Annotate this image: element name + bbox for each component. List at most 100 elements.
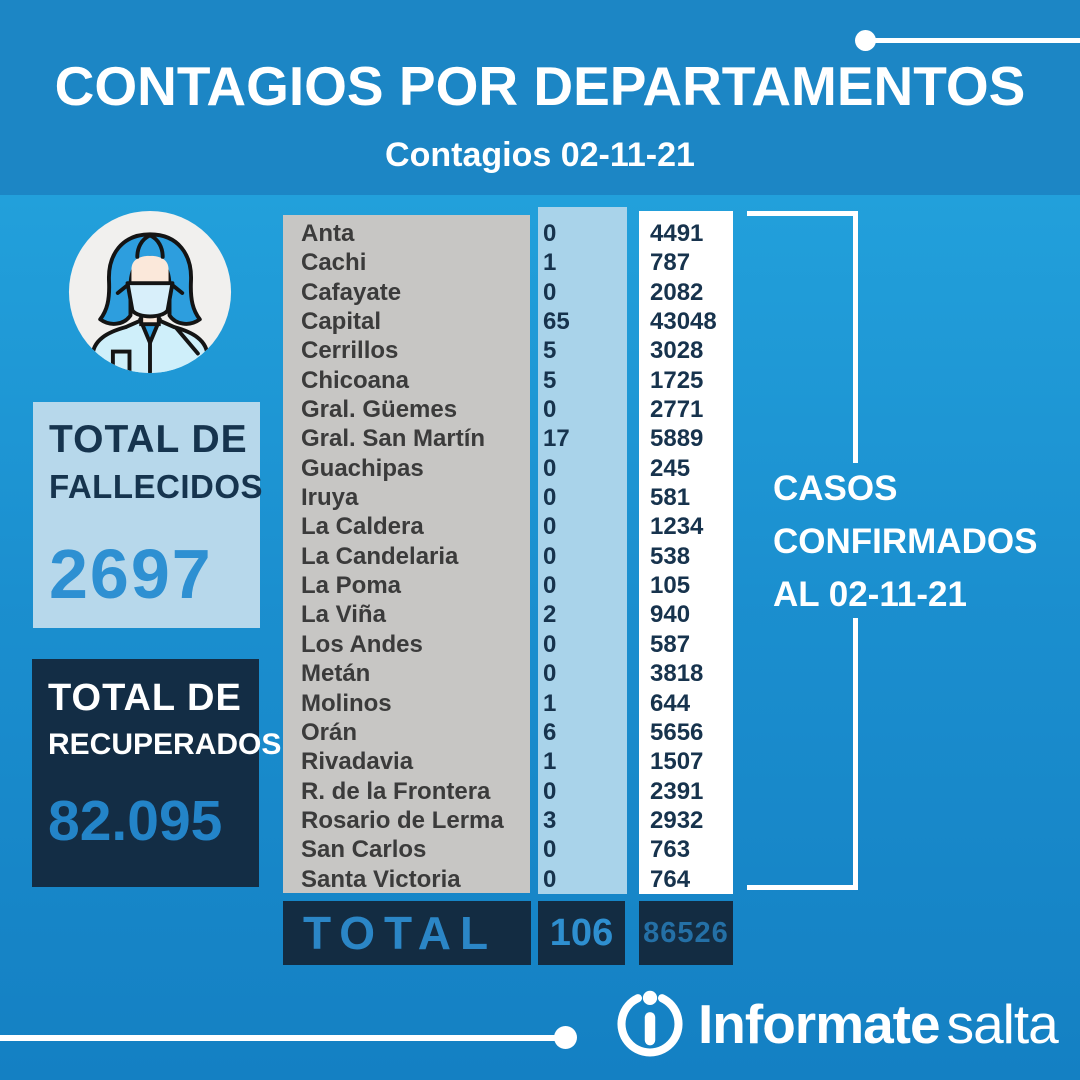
page-title: CONTAGIOS POR DEPARTAMENTOS: [54, 55, 1026, 117]
row-department: Cerrillos: [301, 337, 399, 365]
department-column: Anta Cachi Cafayate Capital Cerrillos Chicoan…: [283, 215, 530, 893]
logo-text-salta: salta: [946, 993, 1059, 1055]
recuperados-value: 82.095: [48, 789, 223, 853]
annotation-line: CASOS: [773, 469, 898, 508]
informatesalta-logo: Informate salta: [612, 984, 1059, 1064]
row-daily-count: 5: [543, 366, 557, 394]
row-confirmed-count: 940: [650, 601, 691, 629]
confirmed-cases-column: 4491 787 2082 43048 3028 1725 2771 5889 245 581 12…: [639, 211, 733, 894]
recuperados-box: TOTAL DE RECUPERADOS 82.095: [32, 659, 282, 887]
total-daily-box: 106: [538, 901, 625, 965]
row-department: Cachi: [301, 249, 367, 277]
daily-cases-column: 0 1 0 65 5 5 0 17 0 0 0 0 0 2 0 0 1 6 1 0 3 0 0: [538, 207, 627, 894]
row-daily-count: 17: [543, 425, 570, 453]
row-department: Rivadavia: [301, 748, 414, 776]
row-daily-count: 65: [543, 308, 570, 336]
row-department: Capital: [301, 308, 382, 336]
row-daily-count: 0: [543, 542, 557, 570]
row-confirmed-count: 5889: [650, 425, 704, 453]
info-circle-icon: [617, 990, 683, 1057]
row-daily-count: 3: [543, 806, 557, 834]
row-department: Iruya: [301, 484, 359, 512]
row-daily-count: 5: [543, 337, 557, 365]
row-confirmed-count: 1234: [650, 513, 704, 541]
row-daily-count: 0: [543, 396, 557, 424]
bracket-bottom-line: [747, 885, 857, 890]
row-daily-count: 0: [543, 572, 557, 600]
row-confirmed-count: 2771: [650, 396, 704, 424]
header-band: CONTAGIOS POR DEPARTAMENTOS Contagios 02…: [0, 0, 1080, 195]
row-confirmed-count: 763: [650, 836, 691, 864]
top-right-dot: [855, 30, 876, 51]
annotation-line: CONFIRMADOS: [773, 522, 1038, 561]
row-daily-count: 0: [543, 777, 557, 805]
row-confirmed-count: 3028: [650, 337, 704, 365]
row-confirmed-count: 5656: [650, 718, 704, 746]
row-department: Santa Victoria: [301, 865, 461, 893]
bracket-vertical-lower: [853, 618, 858, 890]
row-confirmed-count: 644: [650, 689, 691, 717]
row-department: Gral. Güemes: [301, 396, 458, 424]
row-daily-count: 0: [543, 660, 557, 688]
row-daily-count: 0: [543, 630, 557, 658]
top-right-line: [866, 38, 1080, 43]
row-confirmed-count: 43048: [650, 308, 717, 336]
total-confirmed-value: 86526: [643, 916, 729, 949]
row-daily-count: 0: [543, 454, 557, 482]
row-department: La Caldera: [301, 513, 424, 541]
row-confirmed-count: 4491: [650, 220, 704, 247]
row-confirmed-count: 581: [650, 484, 691, 512]
row-daily-count: 0: [543, 865, 557, 893]
row-daily-count: 2: [543, 601, 557, 629]
row-daily-count: 0: [543, 278, 557, 306]
fallecidos-label-line1: TOTAL DE: [49, 418, 248, 461]
page-subtitle: Contagios 02-11-21: [385, 136, 695, 174]
row-confirmed-count: 587: [650, 630, 691, 658]
total-label-box: TOTAL: [283, 901, 531, 965]
row-confirmed-count: 1507: [650, 748, 704, 776]
annotation-line: AL 02-11-21: [773, 575, 967, 614]
row-department: San Carlos: [301, 836, 427, 864]
row-daily-count: 1: [543, 748, 557, 776]
nurse-avatar-icon: [67, 209, 233, 375]
row-department: Orán: [301, 718, 358, 746]
total-confirmed-box: 86526: [639, 901, 733, 965]
row-department: Chicoana: [301, 366, 410, 394]
row-daily-count: 0: [543, 836, 557, 864]
total-label: TOTAL: [303, 907, 498, 959]
total-daily-value: 106: [549, 911, 614, 954]
row-confirmed-count: 2932: [650, 806, 704, 834]
bottom-left-line: [0, 1035, 562, 1041]
row-daily-count: 6: [543, 718, 557, 746]
row-confirmed-count: 787: [650, 249, 691, 277]
row-confirmed-count: 2082: [650, 278, 704, 306]
row-confirmed-count: 105: [650, 572, 691, 600]
recuperados-label-line1: TOTAL DE: [48, 677, 242, 719]
fallecidos-label-line2: FALLECIDOS: [49, 468, 264, 505]
fallecidos-box: TOTAL DE FALLECIDOS 2697: [33, 402, 264, 628]
row-daily-count: 0: [543, 220, 557, 247]
row-department: Los Andes: [301, 630, 423, 658]
row-department: La Viña: [301, 601, 386, 629]
row-department: La Poma: [301, 572, 402, 600]
fallecidos-value: 2697: [49, 535, 213, 613]
recuperados-label-line2: RECUPERADOS: [48, 728, 282, 761]
row-department: Rosario de Lerma: [301, 806, 504, 834]
row-department: R. de la Frontera: [301, 777, 491, 805]
row-department: Gral. San Martín: [301, 425, 486, 453]
row-confirmed-count: 245: [650, 454, 691, 482]
row-daily-count: 0: [543, 484, 557, 512]
row-department: Cafayate: [301, 278, 402, 306]
row-daily-count: 1: [543, 689, 557, 717]
bottom-left-dot: [554, 1026, 577, 1049]
row-department: La Candelaria: [301, 542, 459, 570]
row-daily-count: 0: [543, 513, 557, 541]
logo-text-informate: Informate: [698, 993, 941, 1055]
row-department: Guachipas: [301, 454, 424, 482]
row-confirmed-count: 2391: [650, 777, 704, 805]
row-department: Metán: [301, 660, 371, 688]
row-confirmed-count: 538: [650, 542, 691, 570]
bracket-top-line: [747, 211, 857, 216]
bracket-vertical-upper: [853, 211, 858, 463]
